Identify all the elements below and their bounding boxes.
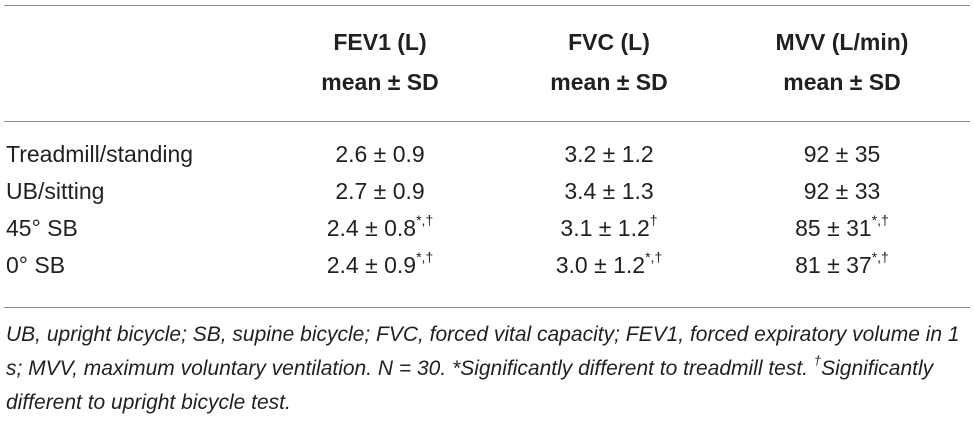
footnote-dagger-text: Significantly different to upright bicyc… xyxy=(6,357,934,414)
bottom-rule xyxy=(4,307,970,308)
table-row: 0° SB 2.4 ± 0.9*,† 3.0 ± 1.2*,† 81 ± 37*… xyxy=(4,247,970,284)
header-cell-fvc: FVC (L) mean ± SD xyxy=(504,22,714,122)
footnote-text: UB, upright bicycle; SB, supine bicycle;… xyxy=(6,323,960,380)
fvc-cell: 3.0 ± 1.2*,† xyxy=(555,249,663,278)
row-label: Treadmill/standing xyxy=(6,141,194,167)
mvv-cell: 92 ± 35 xyxy=(803,141,881,167)
table-row: UB/sitting 2.7 ± 0.9 3.4 ± 1.3 92 ± 33 xyxy=(4,173,970,210)
header-cell-fev1: FEV1 (L) mean ± SD xyxy=(256,22,504,122)
header-mvv-title: MVV (L/min) xyxy=(775,29,909,55)
fvc-cell: 3.4 ± 1.3 xyxy=(564,178,654,204)
mvv-cell: 85 ± 31*,† xyxy=(795,212,889,241)
fvc-cell: 3.2 ± 1.2 xyxy=(564,141,654,167)
fev1-cell: 2.7 ± 0.9 xyxy=(335,178,425,204)
header-fvc-stat: mean ± SD xyxy=(550,69,668,95)
mvv-cell: 81 ± 37*,† xyxy=(795,249,889,278)
table-row: Treadmill/standing 2.6 ± 0.9 3.2 ± 1.2 9… xyxy=(4,122,970,173)
row-label: 0° SB xyxy=(6,252,66,278)
fev1-cell: 2.4 ± 0.9*,† xyxy=(326,249,434,278)
header-row: FEV1 (L) mean ± SD FVC (L) mean ± SD MVV… xyxy=(4,22,970,122)
mvv-cell: 92 ± 33 xyxy=(803,178,881,204)
header-cell-mvv: MVV (L/min) mean ± SD xyxy=(714,22,970,122)
row-label: UB/sitting xyxy=(6,178,105,204)
top-rule xyxy=(4,5,970,6)
header-cell-condition xyxy=(4,22,256,122)
fev1-cell: 2.6 ± 0.9 xyxy=(335,141,425,167)
header-fev1-stat: mean ± SD xyxy=(321,69,439,95)
row-label: 45° SB xyxy=(6,215,78,241)
header-mvv-stat: mean ± SD xyxy=(783,69,901,95)
header-fev1-title: FEV1 (L) xyxy=(333,29,427,55)
results-table: FEV1 (L) mean ± SD FVC (L) mean ± SD MVV… xyxy=(4,22,970,284)
fev1-cell: 2.4 ± 0.8*,† xyxy=(326,212,434,241)
table-footnote: UB, upright bicycle; SB, supine bicycle;… xyxy=(6,318,966,420)
header-rule xyxy=(4,121,970,122)
footnote-dagger: † xyxy=(813,353,822,368)
header-fvc-title: FVC (L) xyxy=(568,29,650,55)
fvc-cell: 3.1 ± 1.2† xyxy=(560,212,658,241)
table-row: 45° SB 2.4 ± 0.8*,† 3.1 ± 1.2† 85 ± 31*,… xyxy=(4,210,970,247)
